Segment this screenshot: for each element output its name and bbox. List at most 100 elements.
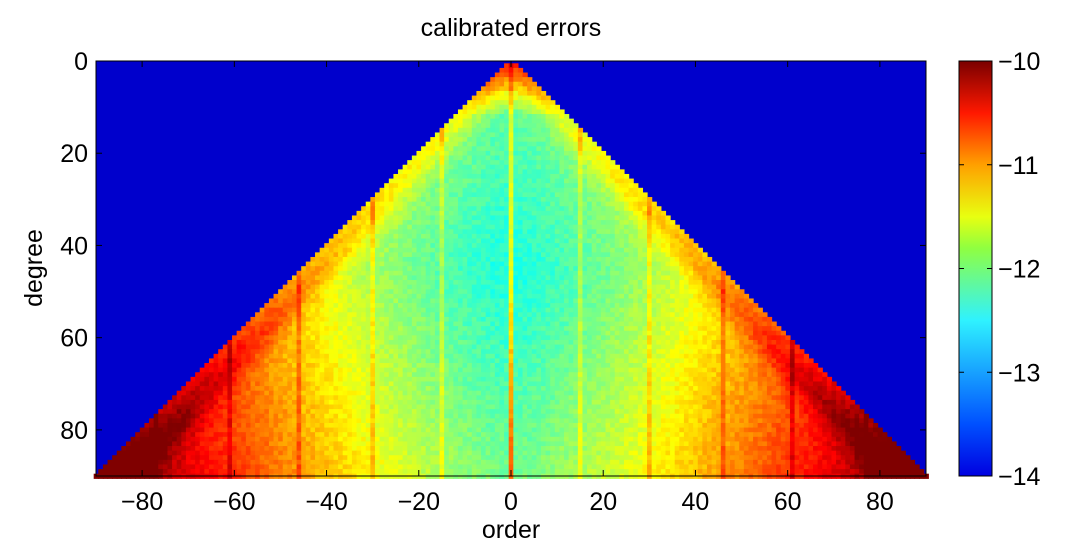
heatmap-cell — [338, 353, 344, 360]
heatmap-cell — [628, 303, 634, 309]
heatmap-cell — [605, 160, 611, 166]
heatmap-cell — [481, 266, 487, 272]
heatmap-cell — [241, 363, 247, 369]
heatmap-cell — [517, 210, 524, 217]
heatmap-cell — [485, 90, 491, 97]
heatmap-cell — [328, 280, 335, 286]
heatmap-cell — [559, 266, 565, 272]
heatmap-cell — [499, 178, 505, 184]
heatmap-cell — [444, 376, 450, 383]
heatmap-cell — [407, 173, 413, 180]
heatmap-cell — [550, 270, 556, 277]
heatmap-cell — [610, 280, 616, 286]
heatmap-cell — [573, 303, 579, 309]
heatmap-cell — [628, 220, 634, 226]
heatmap-cell — [499, 284, 505, 290]
heatmap-cell — [536, 141, 542, 147]
heatmap-cell — [536, 118, 542, 124]
heatmap-cell — [734, 376, 740, 383]
heatmap-cell — [268, 330, 275, 336]
heatmap-cell — [457, 220, 464, 226]
heatmap-cell — [568, 358, 574, 364]
heatmap-cell — [665, 339, 671, 346]
heatmap-cell — [628, 261, 634, 267]
heatmap-cell — [596, 187, 602, 194]
heatmap-cell — [499, 275, 505, 281]
heatmap-cell — [333, 330, 339, 336]
heatmap-cell — [725, 307, 731, 313]
heatmap-cell — [531, 344, 537, 350]
heatmap-cell — [508, 169, 514, 175]
heatmap-cell — [351, 353, 358, 360]
heatmap-cell — [688, 284, 694, 290]
heatmap-cell — [421, 155, 427, 161]
heatmap-cell — [633, 261, 639, 267]
heatmap-cell — [591, 261, 597, 267]
heatmap-cell — [600, 326, 607, 332]
heatmap-cell — [402, 164, 408, 170]
heatmap-cell — [494, 81, 501, 87]
heatmap-cell — [651, 367, 657, 373]
heatmap-cell — [600, 266, 607, 272]
heatmap-cell — [780, 367, 786, 373]
heatmap-cell — [361, 261, 367, 267]
heatmap-cell — [568, 247, 574, 253]
heatmap-cell — [467, 215, 473, 221]
heatmap-cell — [374, 192, 381, 198]
heatmap-cell — [614, 321, 620, 327]
heatmap-cell — [564, 160, 570, 166]
heatmap-cell — [568, 376, 574, 383]
heatmap-cell — [513, 183, 519, 189]
heatmap-cell — [550, 137, 556, 143]
heatmap-cell — [734, 344, 740, 350]
heatmap-cell — [425, 183, 431, 189]
heatmap-cell — [550, 100, 556, 106]
heatmap-cell — [531, 95, 537, 101]
heatmap-cell — [305, 326, 312, 332]
heatmap-cell — [559, 146, 565, 152]
heatmap-cell — [582, 243, 588, 249]
heatmap-cell — [513, 178, 519, 184]
heatmap-cell — [531, 210, 537, 217]
heatmap-cell — [365, 339, 371, 346]
heatmap-cell — [623, 376, 630, 383]
heatmap-cell — [485, 187, 491, 194]
heatmap-cell — [591, 321, 597, 327]
heatmap-cell — [628, 224, 634, 230]
heatmap-cell — [370, 381, 376, 387]
heatmap-cell — [522, 104, 528, 111]
heatmap-cell — [670, 233, 676, 240]
heatmap-cell — [623, 233, 630, 240]
heatmap-cell — [296, 275, 302, 281]
heatmap-cell — [517, 118, 524, 124]
heatmap-cell — [453, 118, 459, 124]
heatmap-cell — [291, 307, 298, 313]
heatmap-cell — [448, 164, 454, 170]
heatmap-cell — [439, 150, 445, 157]
heatmap-cell — [600, 316, 607, 323]
heatmap-cell — [757, 326, 763, 332]
heatmap-cell — [402, 303, 408, 309]
heatmap-cell — [582, 349, 588, 355]
heatmap-cell — [494, 335, 501, 341]
heatmap-cell — [379, 224, 385, 230]
heatmap-cell — [536, 372, 542, 378]
heatmap-cell — [711, 339, 717, 346]
heatmap-cell — [577, 141, 584, 147]
heatmap-cell — [628, 376, 634, 383]
heatmap-cell — [637, 298, 644, 304]
heatmap-cell — [647, 201, 653, 207]
heatmap-cell — [462, 206, 468, 212]
heatmap-cell — [564, 141, 570, 147]
heatmap-cell — [245, 381, 252, 387]
heatmap-cell — [587, 233, 593, 240]
heatmap-cell — [587, 339, 593, 346]
heatmap-cell — [384, 215, 390, 221]
heatmap-cell — [504, 146, 510, 152]
heatmap-cell — [287, 330, 293, 336]
heatmap-cell — [471, 192, 478, 198]
heatmap-cell — [342, 330, 348, 336]
heatmap-cell — [402, 353, 408, 360]
heatmap-cell — [457, 132, 464, 138]
heatmap-cell — [347, 256, 353, 263]
